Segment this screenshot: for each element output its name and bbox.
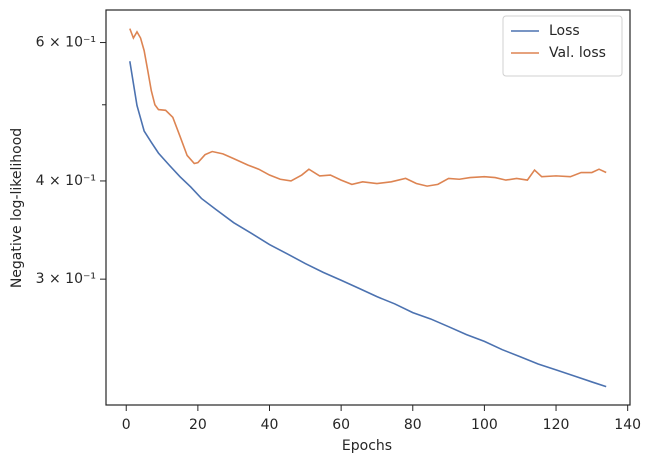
legend: Loss Val. loss xyxy=(502,15,623,77)
x-tick-label: 20 xyxy=(189,417,207,433)
y-tick-label: 3 × 10⁻¹ xyxy=(36,271,96,287)
y-tick-label: 4 × 10⁻¹ xyxy=(36,173,96,189)
x-axis-label: Epochs xyxy=(342,438,392,454)
legend-label: Loss xyxy=(549,23,580,39)
line-series xyxy=(129,61,607,388)
legend-label: Val. loss xyxy=(549,45,606,61)
x-tick-label: 120 xyxy=(543,417,570,433)
x-tick-label: 100 xyxy=(471,417,498,433)
plot-frame xyxy=(105,9,631,406)
x-tick-label: 60 xyxy=(332,417,350,433)
y-tick-label: 6 × 10⁻¹ xyxy=(36,35,96,51)
x-tick-label: 40 xyxy=(261,417,279,433)
y-axis-label: Negative log-likelihood xyxy=(9,128,25,288)
x-tick-label: 80 xyxy=(404,417,422,433)
line-series xyxy=(129,28,607,187)
x-tick-label: 140 xyxy=(614,417,641,433)
x-tick-label: 0 xyxy=(122,417,131,433)
